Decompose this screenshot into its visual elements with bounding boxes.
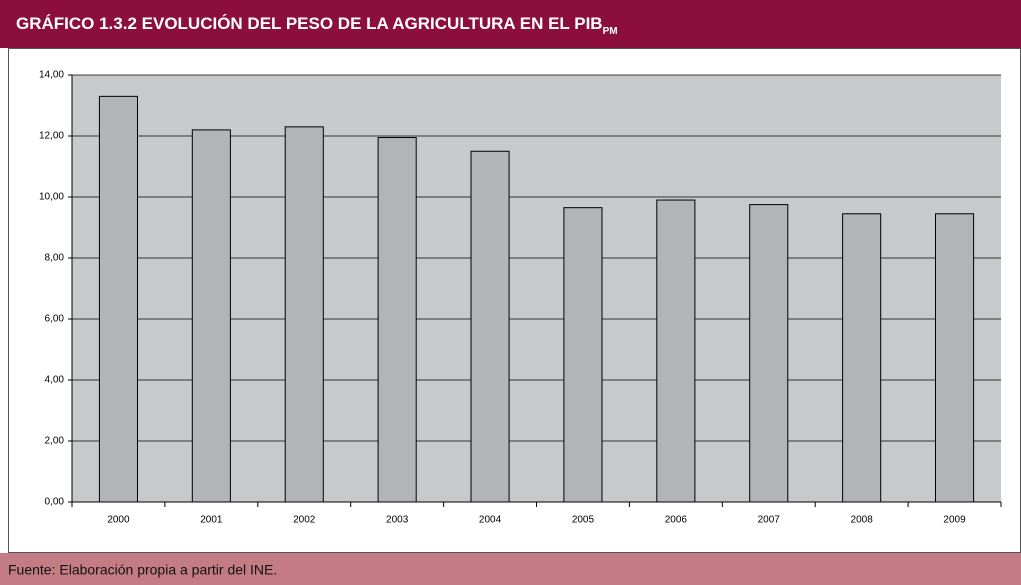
bar — [98, 95, 138, 503]
footer-bar — [0, 553, 1021, 585]
source-note: Fuente: Elaboración propia a partir del … — [8, 562, 277, 578]
x-tick-label: 2006 — [665, 515, 688, 526]
y-tick-label: 14,00 — [39, 70, 64, 81]
bar — [377, 137, 417, 503]
y-tick-label: 6,00 — [45, 314, 65, 325]
x-tick-label: 2008 — [851, 515, 874, 526]
x-tick-label: 2009 — [943, 515, 966, 526]
x-tick-label: 2002 — [293, 515, 316, 526]
x-tick-label: 2000 — [107, 515, 130, 526]
bar — [749, 204, 789, 503]
title-subscript: PM — [603, 26, 618, 37]
chart-title: GRÁFICO 1.3.2 EVOLUCIÓN DEL PESO DE LA A… — [16, 14, 618, 36]
title-main: GRÁFICO 1.3.2 EVOLUCIÓN DEL PESO DE LA A… — [16, 14, 603, 33]
y-tick-label: 4,00 — [45, 375, 65, 386]
bar — [935, 213, 975, 503]
x-tick-label: 2005 — [572, 515, 595, 526]
header-bar — [0, 0, 1021, 48]
x-tick-label: 2004 — [479, 515, 502, 526]
bar — [191, 129, 231, 503]
y-tick-label: 0,00 — [45, 497, 65, 508]
x-tick-label: 2003 — [386, 515, 409, 526]
bar — [563, 207, 603, 503]
bar — [470, 150, 510, 503]
y-tick-label: 10,00 — [39, 192, 64, 203]
x-tick-label: 2001 — [200, 515, 223, 526]
bar — [284, 126, 324, 503]
y-tick-label: 8,00 — [45, 253, 65, 264]
x-tick-label: 2007 — [758, 515, 781, 526]
y-tick-label: 12,00 — [39, 131, 64, 142]
bar — [842, 213, 882, 503]
bar — [656, 199, 696, 503]
y-tick-label: 2,00 — [45, 436, 65, 447]
